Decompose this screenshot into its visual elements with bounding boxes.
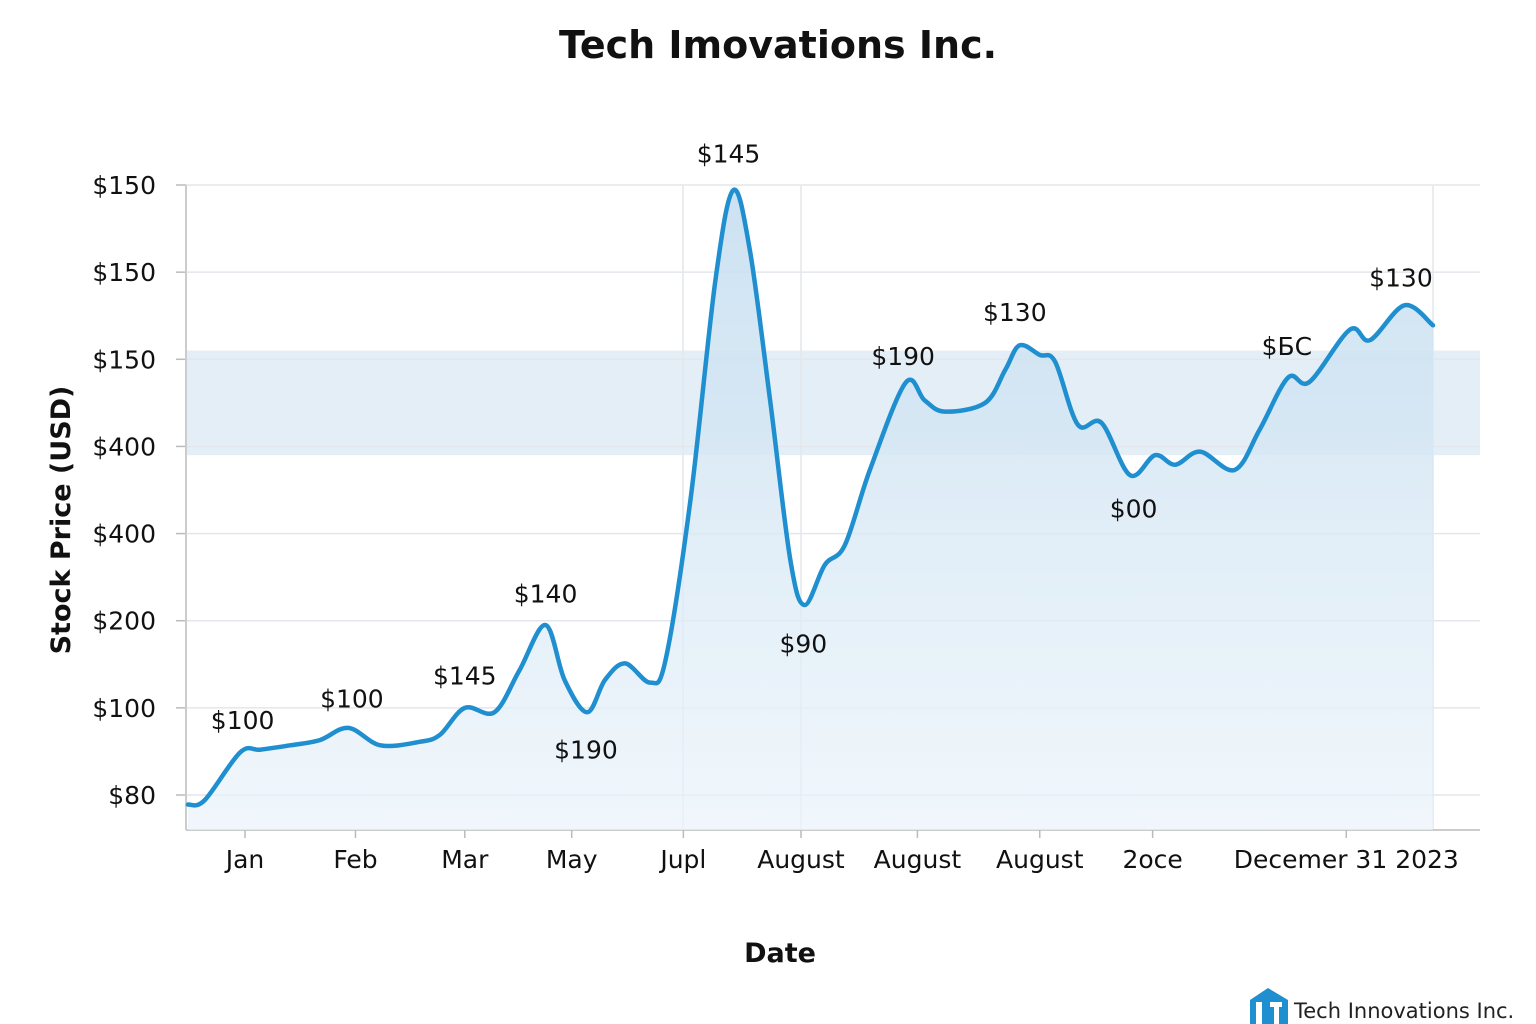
y-tick-label: $400 — [92, 520, 156, 549]
y-tick-label: $400 — [92, 432, 156, 461]
y-tick-label: $150 — [92, 258, 156, 287]
data-label: $140 — [514, 580, 578, 609]
x-tick-label: May — [546, 845, 598, 874]
chart-title: Tech Imovations Inc. — [559, 23, 997, 67]
y-tick-label: $100 — [92, 694, 156, 723]
y-tick-label: $200 — [92, 607, 156, 636]
x-tick-label: August — [757, 845, 845, 874]
company-logo: Tech Innovations Inc. — [1250, 988, 1514, 1024]
x-tick-label: Decemer 31 2023 — [1234, 845, 1459, 874]
data-label: $130 — [1369, 263, 1433, 292]
data-label: $145 — [697, 140, 761, 169]
y-tick-label: $150 — [92, 345, 156, 374]
data-label: $145 — [433, 662, 497, 691]
plot-area: $150 $150 $150 $400 $400 $200 $100 $80 Jan Feb Mar… — [92, 140, 1480, 874]
data-label: $90 — [780, 629, 828, 658]
data-label: $190 — [554, 736, 618, 765]
x-tick-label: August — [874, 845, 962, 874]
x-tick-label: Feb — [333, 845, 377, 874]
data-label: $130 — [983, 298, 1047, 327]
data-label: $100 — [320, 684, 384, 713]
logo-text: Tech Innovations Inc. — [1293, 999, 1514, 1023]
x-tick-label: Jupl — [658, 845, 706, 874]
data-label: $БC — [1262, 332, 1313, 361]
x-tick-label: August — [996, 845, 1084, 874]
y-axis-label: Stock Price (USD) — [46, 386, 77, 655]
x-tick-label: 2oce — [1122, 845, 1182, 874]
data-label: $100 — [211, 706, 275, 735]
data-label: $00 — [1110, 494, 1158, 523]
x-axis-label: Date — [744, 938, 816, 969]
y-tick-label: $150 — [92, 171, 156, 200]
area-fill — [187, 189, 1434, 831]
x-tick-label: Jan — [224, 845, 265, 874]
building-logo-icon — [1250, 988, 1288, 1024]
y-tick-label: $80 — [108, 781, 156, 810]
x-tick-label: Mar — [441, 845, 489, 874]
price-line — [185, 187, 1436, 808]
data-label: $190 — [871, 342, 935, 371]
